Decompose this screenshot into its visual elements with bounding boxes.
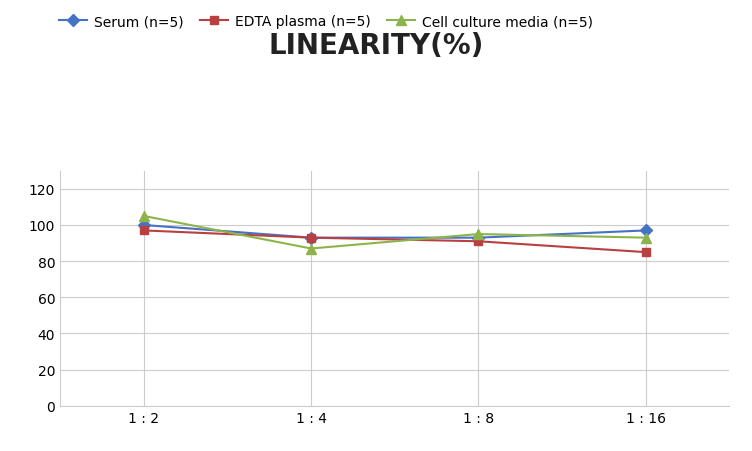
EDTA plasma (n=5): [474, 239, 483, 244]
Serum (n=5): [307, 235, 316, 241]
Serum (n=5): [641, 228, 650, 234]
Cell culture media (n=5): [641, 235, 650, 241]
EDTA plasma (n=5): [139, 228, 148, 234]
Serum (n=5): [139, 223, 148, 228]
Serum (n=5): [474, 235, 483, 241]
Cell culture media (n=5): [139, 214, 148, 219]
EDTA plasma (n=5): [641, 250, 650, 255]
Text: LINEARITY(%): LINEARITY(%): [268, 32, 484, 60]
Cell culture media (n=5): [307, 246, 316, 252]
Line: Cell culture media (n=5): Cell culture media (n=5): [139, 212, 650, 254]
Line: EDTA plasma (n=5): EDTA plasma (n=5): [140, 227, 650, 257]
Legend: Serum (n=5), EDTA plasma (n=5), Cell culture media (n=5): Serum (n=5), EDTA plasma (n=5), Cell cul…: [53, 9, 599, 35]
Line: Serum (n=5): Serum (n=5): [140, 221, 650, 242]
EDTA plasma (n=5): [307, 235, 316, 241]
Cell culture media (n=5): [474, 232, 483, 237]
